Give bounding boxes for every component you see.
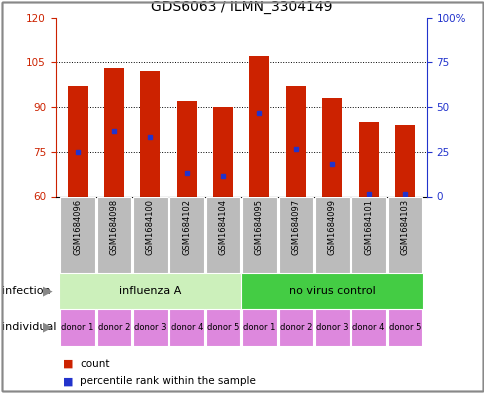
Bar bbox=[321, 98, 342, 196]
Text: donor 3: donor 3 bbox=[134, 323, 166, 332]
Bar bbox=[205, 309, 240, 346]
Text: ▶: ▶ bbox=[43, 284, 52, 298]
Bar bbox=[169, 309, 204, 346]
Text: individual: individual bbox=[2, 322, 57, 332]
Bar bbox=[387, 196, 422, 273]
Bar bbox=[241, 273, 422, 309]
Text: influenza A: influenza A bbox=[119, 286, 181, 296]
Text: percentile rank within the sample: percentile rank within the sample bbox=[80, 376, 256, 386]
Bar bbox=[285, 86, 305, 196]
Bar bbox=[358, 122, 378, 196]
Bar bbox=[314, 196, 349, 273]
Text: GSM1684096: GSM1684096 bbox=[73, 199, 82, 255]
Text: ▶: ▶ bbox=[43, 321, 52, 334]
Text: donor 5: donor 5 bbox=[207, 323, 239, 332]
Bar bbox=[242, 309, 276, 346]
Text: GSM1684100: GSM1684100 bbox=[146, 199, 154, 255]
Text: donor 5: donor 5 bbox=[388, 323, 420, 332]
Bar bbox=[140, 71, 160, 196]
Text: ■: ■ bbox=[63, 376, 74, 386]
Text: count: count bbox=[80, 358, 109, 369]
Bar bbox=[350, 309, 385, 346]
Text: no virus control: no virus control bbox=[288, 286, 375, 296]
Bar bbox=[249, 57, 269, 196]
Text: GSM1684097: GSM1684097 bbox=[291, 199, 300, 255]
Bar bbox=[278, 196, 313, 273]
Bar bbox=[104, 68, 124, 196]
Text: GSM1684098: GSM1684098 bbox=[109, 199, 118, 255]
Bar bbox=[60, 309, 95, 346]
Text: donor 4: donor 4 bbox=[352, 323, 384, 332]
Text: GSM1684095: GSM1684095 bbox=[255, 199, 263, 255]
Text: donor 1: donor 1 bbox=[61, 323, 93, 332]
Text: GSM1684099: GSM1684099 bbox=[327, 199, 336, 255]
Title: GDS6063 / ILMN_3304149: GDS6063 / ILMN_3304149 bbox=[150, 0, 332, 14]
Bar bbox=[242, 196, 276, 273]
Bar bbox=[176, 101, 197, 196]
Text: donor 1: donor 1 bbox=[243, 323, 275, 332]
Bar bbox=[278, 309, 313, 346]
Bar bbox=[67, 86, 88, 196]
Bar bbox=[133, 309, 167, 346]
Text: GSM1684101: GSM1684101 bbox=[363, 199, 372, 255]
Text: GSM1684103: GSM1684103 bbox=[400, 199, 408, 255]
Bar bbox=[60, 196, 95, 273]
Bar bbox=[169, 196, 204, 273]
Text: donor 2: donor 2 bbox=[279, 323, 311, 332]
Text: donor 2: donor 2 bbox=[98, 323, 130, 332]
Text: ■: ■ bbox=[63, 358, 74, 369]
Text: infection: infection bbox=[2, 286, 51, 296]
Bar bbox=[59, 273, 241, 309]
Bar bbox=[314, 309, 349, 346]
Bar bbox=[394, 125, 414, 196]
Bar bbox=[212, 107, 233, 196]
Text: donor 4: donor 4 bbox=[170, 323, 202, 332]
Bar bbox=[387, 309, 422, 346]
Text: GSM1684102: GSM1684102 bbox=[182, 199, 191, 255]
Text: GSM1684104: GSM1684104 bbox=[218, 199, 227, 255]
Bar bbox=[205, 196, 240, 273]
Bar bbox=[350, 196, 385, 273]
Bar bbox=[133, 196, 167, 273]
Bar bbox=[96, 309, 131, 346]
Text: donor 3: donor 3 bbox=[315, 323, 348, 332]
Bar bbox=[96, 196, 131, 273]
